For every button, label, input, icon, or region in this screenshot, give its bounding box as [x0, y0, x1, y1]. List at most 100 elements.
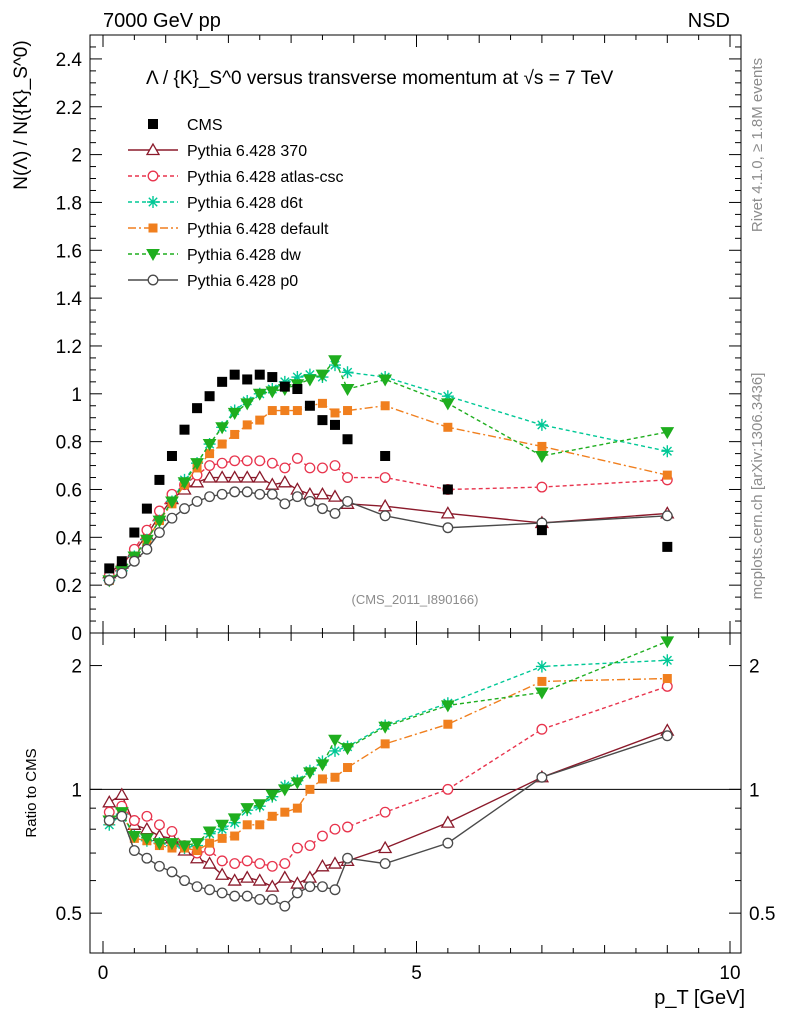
series-0-ratio-point — [240, 870, 255, 883]
legend-marker — [148, 223, 158, 233]
data-point — [242, 374, 253, 385]
series-4-ratio-point — [340, 743, 355, 756]
series-5-point — [291, 491, 303, 503]
series-5-ratio-point — [279, 900, 291, 912]
data-point — [304, 400, 315, 411]
series-5-ratio-point — [342, 852, 353, 864]
series-2-point — [341, 366, 354, 379]
series-1-point — [241, 455, 253, 467]
series-4-point — [165, 496, 179, 509]
y-tick-label-main: 2 — [71, 146, 82, 167]
series-4-ratio-point — [440, 700, 455, 713]
series-1-point — [317, 462, 328, 474]
series-4-ratio-point — [303, 767, 317, 780]
series-4-ratio-point — [252, 799, 267, 812]
series-5-point — [229, 486, 241, 498]
series-0-ratio-point — [215, 867, 230, 880]
series-3-ratio-point — [205, 838, 215, 848]
series-5-ratio-point — [266, 893, 278, 905]
series-0-line — [108, 476, 668, 574]
legend-item-3: Pythia 6.428 default — [128, 221, 329, 238]
data-point — [129, 527, 140, 538]
legend-item-4: Pythia 6.428 dw — [128, 247, 301, 264]
legend-label: Pythia 6.428 p0 — [187, 273, 298, 290]
series-3-ratio-point — [662, 674, 672, 684]
data-point — [166, 450, 177, 461]
series-1-ratio-point — [266, 860, 278, 872]
series-5-point — [254, 488, 266, 500]
legend-marker — [147, 274, 159, 286]
series-2-ratio-point — [661, 654, 674, 667]
series-3-ratio-point — [255, 820, 265, 830]
series-1-point — [141, 524, 153, 536]
mcplots-label: mcplots.cern.ch [arXiv:1306.3436] — [749, 373, 766, 600]
series-2-point — [661, 445, 674, 458]
series-1-ratio-point — [342, 821, 353, 833]
series-5-ratio-point — [304, 881, 316, 893]
series-1-ratio-point — [536, 723, 548, 735]
data-point — [154, 474, 165, 485]
series-4-point — [378, 374, 393, 387]
series-4-point — [177, 477, 192, 490]
series-2-point — [535, 418, 548, 431]
series-3-point — [380, 401, 390, 411]
series-3-ratio-line — [108, 677, 668, 852]
legend-marker — [145, 142, 161, 156]
series-1-ratio-point — [317, 830, 328, 842]
series-3-ratio-point — [317, 774, 327, 784]
series-0-point — [252, 470, 267, 483]
series-0-ratio-point — [265, 879, 280, 892]
series-5-point — [442, 522, 454, 534]
y-tick-label-ratio: 1 — [71, 780, 82, 801]
data-point — [104, 563, 115, 574]
y-tick-label-main: 0.8 — [56, 433, 82, 454]
series-1-ratio-point — [141, 810, 153, 822]
analysis-tag: (CMS_2011_I890166) — [352, 592, 479, 607]
series-4-point — [227, 407, 242, 420]
series-4-ratio-point — [660, 636, 675, 649]
series-1-ratio-point — [291, 842, 303, 854]
series-2-ratio-point — [328, 744, 341, 757]
series-4-point — [140, 534, 154, 547]
data-point — [229, 369, 240, 380]
data-point — [279, 381, 290, 392]
data-point — [442, 484, 453, 495]
series-3-point — [662, 470, 672, 480]
series-1-ratio-point — [329, 823, 341, 835]
header-left: 7000 GeV pp — [103, 10, 221, 32]
series-4-ratio-point — [265, 789, 280, 802]
data-point — [254, 369, 265, 380]
series-1-ratio-point — [216, 855, 228, 867]
series-3-ratio-point — [537, 676, 547, 686]
series-5-point — [128, 555, 140, 567]
series-0-point — [227, 470, 242, 483]
series-5-ratio-point — [291, 887, 303, 899]
series-5-ratio-point — [379, 858, 391, 870]
series-3-point — [280, 406, 290, 416]
y-tick-label-main: 1.4 — [56, 289, 83, 310]
legend-marker — [146, 249, 160, 262]
series-1-ratio-point — [379, 806, 391, 818]
series-4-main — [102, 355, 675, 588]
series-1-point — [204, 460, 216, 472]
series-5-ratio-point — [116, 810, 128, 822]
y-tick-label-ratio-right: 0.5 — [749, 904, 775, 925]
data-point — [179, 424, 190, 435]
legend-item-2: Pythia 6.428 d6t — [128, 195, 303, 212]
series-4-ratio-point — [165, 838, 179, 851]
series-5-point — [379, 510, 391, 522]
series-4-point — [340, 384, 355, 397]
series-4-ratio-point — [240, 803, 255, 816]
legend-item-0: Pythia 6.428 370 — [128, 142, 307, 160]
series-4-point — [660, 427, 675, 440]
y-tick-label-main: 0.6 — [56, 480, 82, 501]
legend-item-1: Pythia 6.428 atlas-csc — [128, 169, 344, 186]
series-5-point — [329, 507, 341, 519]
data-points — [104, 369, 673, 574]
y-tick-label-main: 0.4 — [56, 528, 83, 549]
series-0-ratio-point — [290, 876, 305, 889]
series-5-ratio-point — [191, 881, 203, 893]
legend-marker — [147, 196, 159, 208]
data-point — [217, 376, 228, 387]
